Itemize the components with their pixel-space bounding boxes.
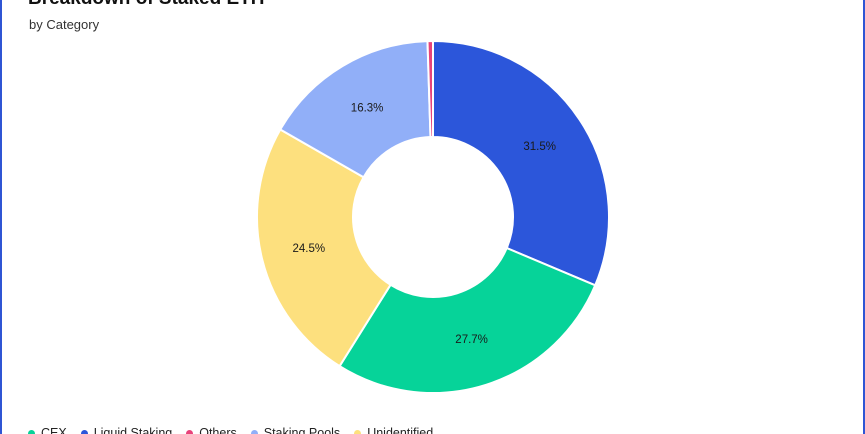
chart-subtitle: by Category	[29, 17, 100, 32]
legend-item-unidentified[interactable]: Unidentified	[354, 426, 433, 434]
chart-title: Breakdown of Staked ETH	[28, 0, 265, 10]
legend-swatch-icon	[250, 429, 258, 434]
legend-label: Unidentified	[367, 426, 434, 434]
slice-staking-pools[interactable]	[278, 40, 432, 179]
slice-label-liquid-staking: 31.5%	[523, 141, 556, 153]
legend-swatch-icon	[80, 429, 88, 434]
slice-others[interactable]	[426, 39, 434, 139]
legend-label: Staking Pools	[263, 426, 341, 434]
legend-label: Others	[199, 426, 237, 434]
legend-item-cex[interactable]: CEX	[28, 426, 67, 434]
legend-item-others[interactable]: Others	[186, 426, 237, 434]
slice-cex[interactable]	[338, 246, 597, 394]
legend-label: Liquid Staking	[93, 426, 173, 434]
slice-unidentified[interactable]	[256, 128, 392, 368]
legend-label: CEX	[41, 426, 67, 434]
chart-legend: CEX Liquid Staking Others Staking Pools Unid…	[28, 426, 433, 434]
slice-label-staking-pools: 16.3%	[351, 102, 384, 114]
legend-item-staking-pools[interactable]: Staking Pools	[250, 426, 341, 434]
slice-label-cex: 27.7%	[455, 334, 488, 346]
legend-swatch-icon	[28, 429, 35, 434]
legend-swatch-icon	[354, 429, 362, 434]
legend-swatch-icon	[186, 429, 194, 434]
legend-item-liquid-staking[interactable]: Liquid Staking	[80, 426, 173, 434]
slice-liquid-staking[interactable]	[432, 39, 610, 287]
slice-label-unidentified: 24.5%	[293, 243, 326, 255]
